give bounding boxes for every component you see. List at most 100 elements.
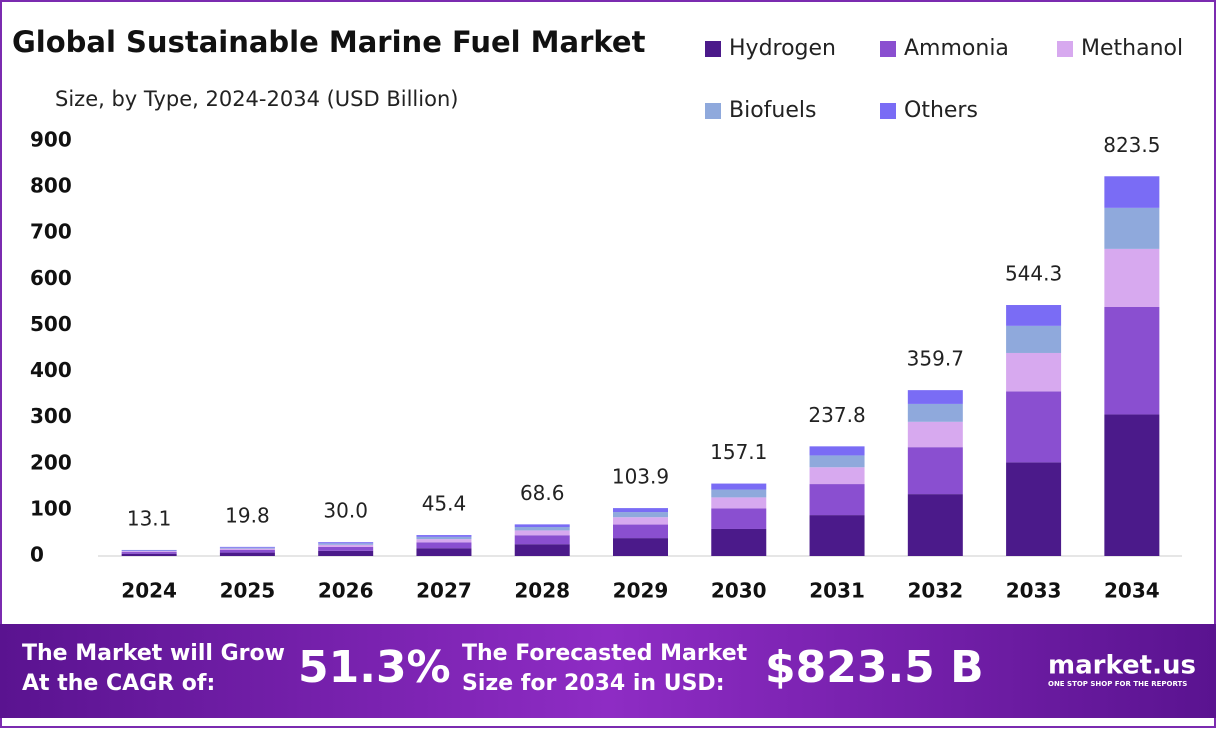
bar-segment [809,484,865,516]
bar-segment [907,494,963,556]
x-tick-label: 2027 [416,579,472,603]
bar-segment [711,528,767,556]
y-tick-label: 400 [30,358,72,382]
y-tick-label: 700 [30,220,72,244]
x-tick-label: 2034 [1104,579,1160,603]
bar-segment [1006,325,1062,353]
bar-segment [1104,207,1160,249]
bar-segment [809,446,865,456]
bar-segment [711,497,767,509]
bar-segment [318,544,374,547]
legend-swatch [1057,41,1073,57]
bar-segment [613,524,668,539]
y-tick-label: 600 [30,266,72,290]
bar-segment [613,538,668,556]
x-tick-label: 2032 [907,579,963,603]
legend-swatch [880,41,896,57]
legend-label: Ammonia [904,36,1009,61]
y-tick-label: 200 [30,450,72,474]
bar-segment [809,467,865,485]
bar-segment [416,535,472,537]
bar-segment [514,544,570,556]
legend-label: Hydrogen [729,36,836,61]
total-label: 237.8 [808,403,865,427]
cagr-label: At the CAGR of: [22,671,215,696]
cagr-label: The Market will Grow [22,641,285,666]
legend-swatch [705,103,721,119]
bar-segment [219,552,275,556]
x-tick-label: 2024 [121,579,177,603]
bar-segment [121,550,177,552]
bar-segment [514,526,570,531]
logo: market.us [1048,651,1196,681]
y-tick-label: 500 [30,312,72,336]
bar-segment [318,550,374,556]
bar-segment [1104,307,1160,415]
bar-segment [1104,414,1160,556]
legend-label: Biofuels [729,98,816,123]
bar-segment [711,508,767,529]
total-label: 359.7 [907,347,964,371]
bar-segment [514,535,570,545]
x-tick-label: 2028 [514,579,570,603]
bar-segment [711,483,767,490]
chart-subtitle: Size, by Type, 2024-2034 (USD Billion) [55,87,458,111]
bar-segment [121,552,177,554]
x-tick-label: 2031 [809,579,865,603]
total-label: 103.9 [612,465,669,489]
bar-segment [219,548,275,551]
bar-segment [711,489,767,498]
total-label: 823.5 [1103,133,1160,157]
bar-segment [416,536,472,540]
total-label: 19.8 [225,503,270,527]
total-label: 544.3 [1005,262,1062,286]
bar-segment [613,512,668,518]
bar-segment [318,546,374,551]
bar-segment [514,524,570,527]
total-label: 13.1 [127,506,172,530]
tagline: ONE STOP SHOP FOR THE REPORTS [1048,680,1187,688]
legend-label: Others [904,98,978,123]
bar-segment [907,447,963,495]
bar-segment [809,455,865,468]
total-label: 68.6 [520,481,565,505]
x-tick-label: 2030 [711,579,767,603]
cagr-value: 51.3% [298,642,451,693]
bar-segment [219,546,275,548]
legend-label: Methanol [1081,36,1183,61]
legend-swatch [880,103,896,119]
x-tick-label: 2033 [1006,579,1062,603]
chart-title: Global Sustainable Marine Fuel Market [12,25,646,59]
footer: The Market will Grow At the CAGR of: 51.… [22,641,1196,696]
bar-segment [907,403,963,422]
bar-segment [318,542,374,544]
bar-segment [1006,462,1062,556]
bar-segment [613,517,668,525]
y-tick-label: 900 [30,128,72,152]
bar-segment [613,508,668,513]
footer-banner [0,624,1216,718]
total-label: 30.0 [323,499,368,523]
forecast-label: Size for 2034 in USD: [462,671,725,696]
bar-segment [318,543,374,545]
bar-segment [1006,305,1062,326]
bar-segment [416,539,472,543]
x-tick-label: 2025 [220,579,276,603]
forecast-label: The Forecasted Market [462,641,748,666]
y-tick-label: 100 [30,496,72,520]
bar-segment [416,548,472,556]
y-tick-label: 800 [30,174,72,198]
bar-segment [219,550,275,553]
bar-segment [121,549,177,551]
bar-segment [219,547,275,549]
bar-segment [1006,352,1062,392]
forecast-value: $823.5 B [765,642,984,693]
bar-segment [907,390,963,404]
legend-swatch [705,41,721,57]
bar-segment [1104,176,1160,208]
x-tick-label: 2026 [318,579,374,603]
bar-segment [416,542,472,549]
total-label: 157.1 [710,440,767,464]
bar-segment [907,421,963,448]
